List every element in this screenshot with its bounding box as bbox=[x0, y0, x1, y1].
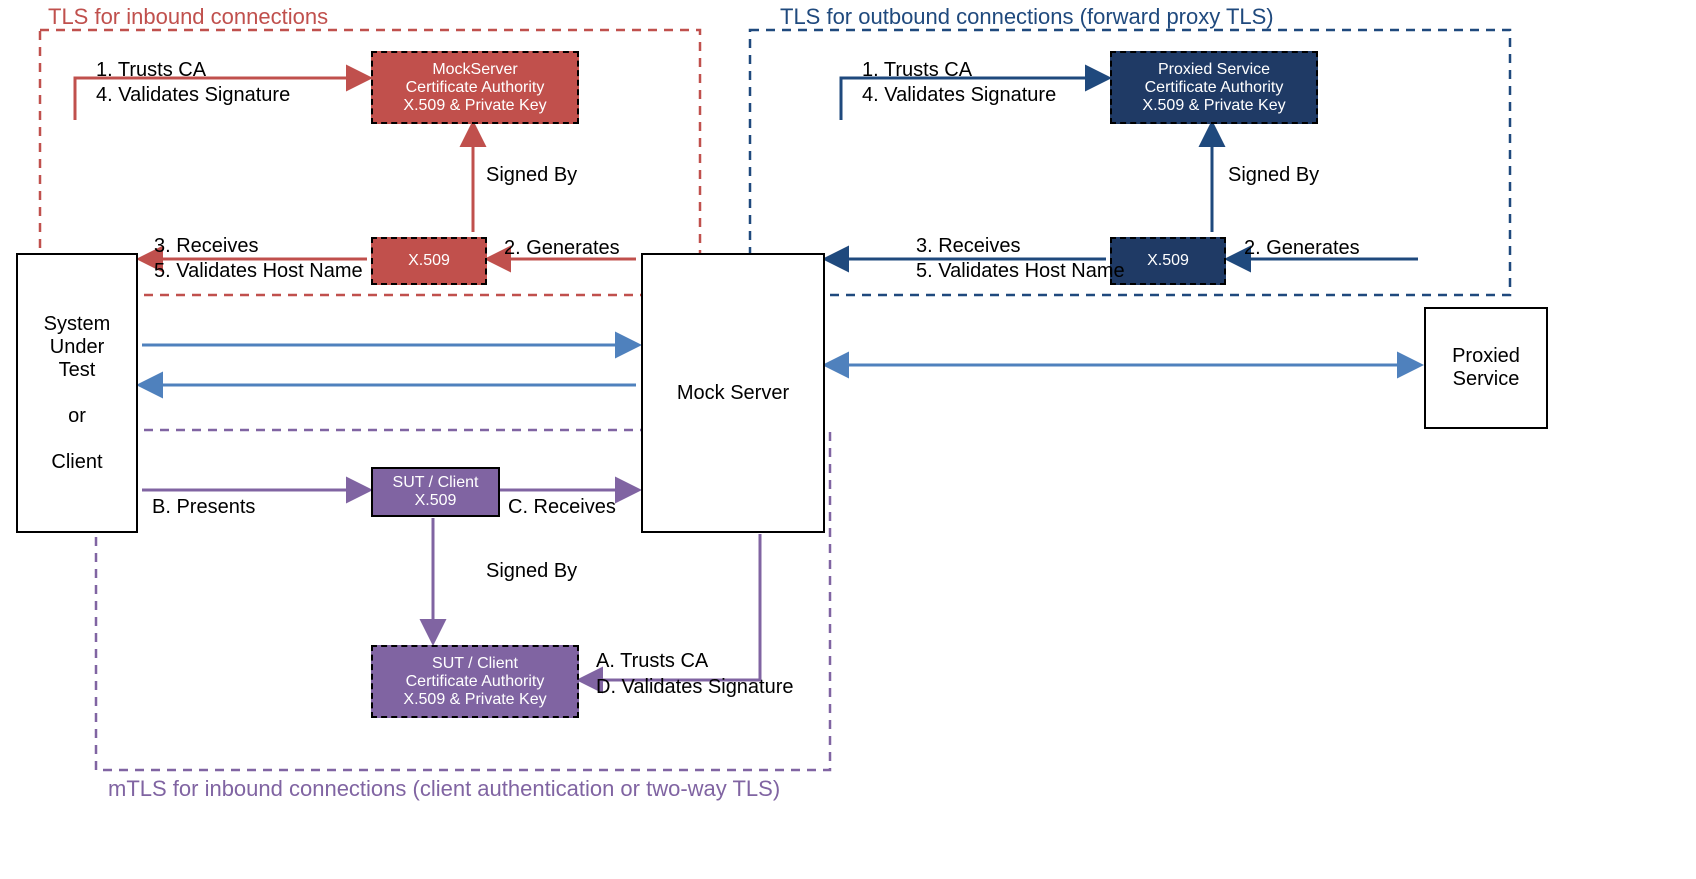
label-bA: A. Trusts CA bbox=[596, 650, 708, 673]
label-l2: 2. Generates bbox=[504, 237, 620, 260]
label-bC: C. Receives bbox=[508, 496, 616, 519]
title-mtls: mTLS for inbound connections (client aut… bbox=[108, 776, 780, 802]
label-l5: 5. Validates Host Name bbox=[154, 260, 363, 283]
title-inbound: TLS for inbound connections bbox=[48, 4, 328, 30]
box-proxied: Proxied Service bbox=[1424, 307, 1548, 429]
label-sb1: Signed By bbox=[486, 164, 577, 187]
label-r2: 2. Generates bbox=[1244, 237, 1360, 260]
title-outbound: TLS for outbound connections (forward pr… bbox=[780, 4, 1274, 30]
label-r4: 4. Validates Signature bbox=[862, 84, 1056, 107]
cert-ms_x509: X.509 bbox=[371, 237, 487, 285]
tls-diagram: System Under Test or Client Mock Server Pr… bbox=[0, 0, 1696, 879]
cert-ps_x509: X.509 bbox=[1110, 237, 1226, 285]
label-l3: 3. Receives bbox=[154, 235, 259, 258]
label-l1: 1. Trusts CA bbox=[96, 59, 206, 82]
cert-ms_ca: MockServer Certificate Authority X.509 &… bbox=[371, 51, 579, 124]
cert-ps_ca: Proxied Service Certificate Authority X.… bbox=[1110, 51, 1318, 124]
box-mock: Mock Server bbox=[641, 253, 825, 533]
label-sb2: Signed By bbox=[1228, 164, 1319, 187]
label-r3: 3. Receives bbox=[916, 235, 1021, 258]
label-r1: 1. Trusts CA bbox=[862, 59, 972, 82]
cert-sut_ca: SUT / Client Certificate Authority X.509… bbox=[371, 645, 579, 718]
label-bD: D. Validates Signature bbox=[596, 676, 794, 699]
label-l4: 4. Validates Signature bbox=[96, 84, 290, 107]
box-sut: System Under Test or Client bbox=[16, 253, 138, 533]
label-sb3: Signed By bbox=[486, 560, 577, 583]
cert-sut_x509: SUT / Client X.509 bbox=[371, 467, 500, 517]
label-bB: B. Presents bbox=[152, 496, 255, 519]
label-r5: 5. Validates Host Name bbox=[916, 260, 1125, 283]
